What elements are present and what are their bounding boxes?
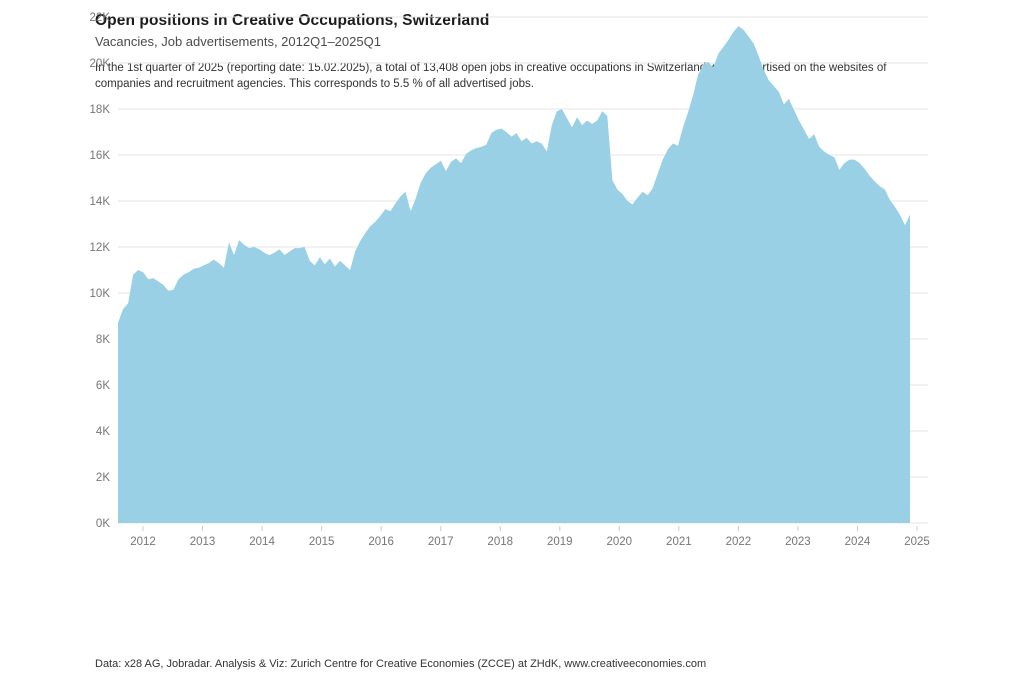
x-axis-tick-label: 2021: [666, 536, 692, 548]
chart-subtitle: Vacancies, Job advertisements, 2012Q1–20…: [95, 34, 381, 49]
y-axis-tick-label: 12K: [90, 242, 111, 254]
y-axis-tick-label: 8K: [96, 334, 110, 346]
x-axis-tick-label: 2015: [309, 536, 335, 548]
y-axis-tick-label: 6K: [96, 380, 110, 392]
y-axis-tick-label: 16K: [90, 150, 111, 162]
x-axis-tick-label: 2024: [845, 536, 871, 548]
y-axis-tick-label: 10K: [90, 288, 111, 300]
y-axis-tick-label: 22K: [90, 12, 111, 24]
x-axis-tick-label: 2023: [785, 536, 811, 548]
y-axis-tick-label: 14K: [90, 196, 111, 208]
y-axis-tick-label: 0K: [96, 518, 110, 530]
page-title: Open positions in Creative Occupations, …: [95, 12, 490, 29]
x-axis-tick-label: 2017: [428, 536, 454, 548]
x-axis-tick-label: 2016: [368, 536, 394, 548]
x-axis-tick-label: 2022: [726, 536, 752, 548]
y-axis-tick-label: 4K: [96, 426, 110, 438]
x-axis-tick-label: 2014: [249, 536, 275, 548]
area-chart: 0K 2K 4K 6K 8K 10K 12K 14K 16K 18K 20K 22K 2012 2013 2…: [90, 12, 930, 548]
y-axis-tick-label: 2K: [96, 472, 110, 484]
chart-description: In the 1st quarter of 2025 (reporting da…: [95, 62, 887, 90]
y-axis-tick-label: 20K: [90, 58, 111, 70]
x-axis-tick-label: 2012: [130, 536, 156, 548]
x-axis-tick-label: 2025: [904, 536, 930, 548]
x-axis-tick-label: 2018: [487, 536, 513, 548]
y-axis-tick-label: 18K: [90, 104, 111, 116]
x-axis-tick-label: 2019: [547, 536, 573, 548]
x-axis-tick-label: 2013: [190, 536, 216, 548]
vacancies-area-series: [118, 26, 910, 523]
x-axis-tick-label: 2020: [607, 536, 633, 548]
source-credit: Data: x28 AG, Jobradar. Analysis & Viz: …: [95, 658, 707, 670]
